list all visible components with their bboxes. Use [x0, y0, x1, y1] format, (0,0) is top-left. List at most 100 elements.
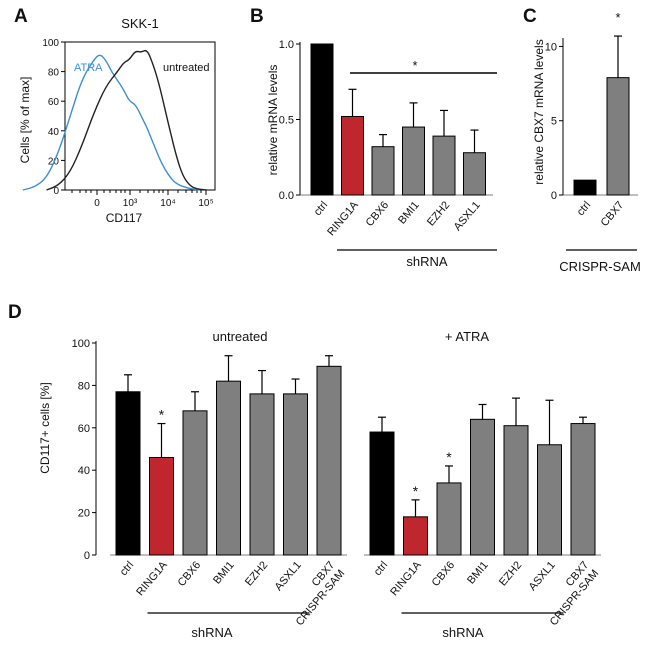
panel-b-ytick-label: 1.0 — [279, 39, 294, 51]
panel-a-ytick-label: 80 — [48, 68, 60, 79]
panel-a-ytick-label: 40 — [48, 127, 60, 138]
panel-d-ytick-label: 20 — [78, 508, 90, 520]
panel-b-errorbar-bmi1 — [409, 102, 418, 128]
panel-d-shrna-label-1: shRNA — [191, 625, 233, 640]
panel-b-ylabel: relative mRNA levels — [266, 65, 280, 176]
panel-d-bar-untreated-ring1a — [149, 456, 174, 556]
panel-b-category-label: ctrl — [312, 199, 331, 218]
panel-d-category-label: CBX6 — [176, 559, 204, 589]
panel-d-category-label: ASXL1 — [273, 559, 304, 593]
panel-a-ytick-label: 60 — [48, 97, 60, 108]
panel-d-errorbar — [291, 378, 300, 394]
panel-b-errorbar-ezh2 — [440, 109, 448, 137]
panel-d-bar-untreated-ezh2 — [249, 393, 275, 556]
panel-d-errorbar — [579, 416, 587, 424]
panel-d-bar-untreated-cbx7 — [316, 365, 342, 556]
panel-d-shrna-label-2: shRNA — [442, 625, 484, 640]
panel-d-bar-atra-bmi1 — [470, 418, 495, 556]
panel-d-category-label: EZH2 — [497, 559, 524, 588]
panel-d-category-label: CBX6 — [430, 559, 458, 589]
panel-c-ytick-label: 5 — [551, 116, 557, 128]
panel-d-significance: * — [159, 407, 165, 423]
panel-a-xtick-label: 10⁴ — [160, 198, 175, 209]
panel-b-bar-bmi1 — [402, 126, 425, 196]
panel-d-category-label: RING1A — [388, 559, 424, 599]
panel-d-ytick-label: 40 — [78, 465, 90, 477]
panel-d-bar-atra-ezh2 — [503, 425, 529, 556]
panel-d-errorbar — [124, 374, 132, 392]
panel-letter-b: B — [250, 6, 264, 27]
panel-d-errorbar — [478, 403, 487, 420]
panel-d-category-label: BMI1 — [465, 559, 491, 586]
panel-d-bar-atra-cbx6 — [436, 482, 462, 556]
panel-c-errorbar-cbx7 — [614, 35, 622, 78]
panel-d-errorbar — [378, 416, 386, 433]
panel-d-errorbar — [258, 369, 266, 394]
panel-b-category-label: EZH2 — [425, 199, 452, 228]
panel-d-category-label: RING1A — [134, 559, 170, 599]
panel-b-ytick-label: 0.0 — [279, 190, 294, 202]
panel-d-errorbar — [512, 397, 520, 426]
panel-d-category-label: ASXL1 — [527, 559, 558, 593]
panel-b-category-label: ASXL1 — [452, 199, 483, 233]
panel-d-bar-untreated-asxl1 — [283, 393, 308, 556]
panel-d-category-label: ctrl — [118, 559, 137, 578]
panel-b-category-label: RING1A — [325, 199, 361, 239]
panel-letter-d: D — [8, 302, 22, 323]
panel-b-bar-asxl1 — [463, 152, 486, 196]
panel-d-significance: * — [413, 483, 419, 499]
panel-b-category-label: BMI1 — [396, 199, 422, 226]
panel-b-errorbar-asxl1 — [470, 129, 479, 153]
panel-d-group-atra: + ATRA — [445, 329, 490, 344]
panel-b-bar-cbx6 — [371, 146, 395, 196]
panel-d-bar-atra-ring1a — [403, 516, 428, 556]
panel-d-errorbar — [545, 399, 554, 445]
panel-b-category-label: CBX6 — [364, 199, 392, 229]
panel-d-bar-atra-asxl1 — [537, 444, 562, 556]
panel-d-ytick-label: 80 — [78, 380, 90, 392]
panel-d-bar-atra-cbx7 — [570, 423, 596, 556]
panel-b-bar-ezh2 — [432, 135, 456, 196]
panel-a-xtick-label: 0 — [94, 198, 100, 209]
panel-d-errorbar — [445, 465, 453, 483]
panel-d-bar-untreated-cbx6 — [182, 410, 208, 556]
panel-d-category-label: EZH2 — [243, 559, 270, 588]
panel-b-errorbar-ring1a — [348, 88, 357, 117]
panel-d-bar-atra-ctrl — [369, 431, 395, 556]
panel-d-errorbar — [157, 422, 166, 458]
panel-d-ylabel: CD117+ cells [%] — [38, 382, 52, 473]
panel-d-ytick-label: 0 — [84, 550, 90, 562]
panel-c-category-label: ctrl — [575, 199, 594, 218]
panel-b-errorbar-cbx6 — [379, 134, 387, 147]
panel-c-ylabel: relative CBX7 mRNA levels — [532, 39, 546, 184]
panel-d-errorbar — [411, 499, 420, 517]
legend-untreated-label: untreated — [163, 62, 209, 74]
panel-c-significance: * — [615, 10, 620, 25]
panel-d-bar-untreated-bmi1 — [216, 380, 241, 556]
panel-c-group-label: CRISPR-SAM — [559, 259, 641, 274]
panel-c-ytick-label: 0 — [551, 190, 557, 202]
panel-d-errorbar — [191, 391, 199, 411]
panel-b-significance: * — [412, 58, 417, 73]
panel-c-category-label: CBX7 — [599, 199, 627, 229]
panel-d-group-untreated: untreated — [213, 329, 268, 344]
panel-letter-c: C — [523, 6, 537, 27]
panel-a-xlabel: CD117 — [106, 211, 143, 225]
panel-d-ytick-label: 60 — [78, 423, 90, 435]
panel-c-ytick-label: 10 — [545, 41, 557, 53]
panel-c-bar-ctrl — [573, 179, 597, 196]
panel-c-bar-cbx7 — [606, 77, 630, 196]
panel-d-errorbar — [325, 355, 333, 367]
panel-d-ytick-label: 100 — [72, 338, 90, 350]
panel-a-xtick-label: 10³ — [123, 198, 138, 209]
panel-b-bar-ctrl — [310, 43, 334, 196]
panel-a-title: SKK-1 — [121, 16, 159, 31]
panel-b-group-label: shRNA — [406, 254, 448, 269]
panel-a-series-untreated-line — [46, 49, 207, 191]
panel-d-category-label: ctrl — [372, 559, 391, 578]
panel-d-bar-untreated-ctrl — [115, 391, 141, 556]
panel-a-xtick-label: 10⁵ — [198, 198, 213, 209]
panel-d-errorbar — [224, 355, 233, 382]
panel-d-category-label: BMI1 — [211, 559, 237, 586]
